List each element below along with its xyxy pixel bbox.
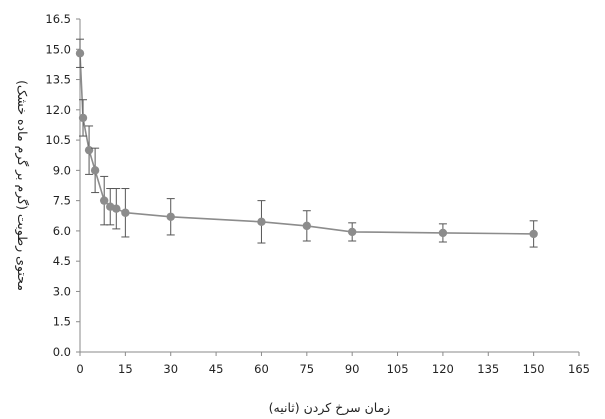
x-tick-label: 120: [432, 362, 454, 376]
y-tick-label: 16.5: [45, 12, 71, 26]
y-tick-label: 12.0: [45, 103, 71, 117]
data-point: [529, 229, 538, 239]
series-group: [75, 38, 538, 248]
data-point: [166, 212, 175, 221]
y-tick-label: 10.5: [45, 133, 71, 147]
y-tick-label: 1.5: [53, 315, 71, 329]
x-tick-label: 135: [477, 362, 499, 376]
x-tick-label: 165: [568, 362, 590, 376]
axes: [76, 18, 580, 356]
y-tick-label: 13.5: [45, 73, 71, 87]
data-point: [438, 228, 448, 238]
data-point: [90, 166, 100, 175]
data-point: [121, 208, 130, 217]
x-axis-title: زمان سرخ کردن (ثانیه): [269, 400, 391, 416]
y-tick-label: 7.5: [53, 194, 71, 208]
y-tick-label: 9.0: [53, 163, 71, 177]
y-tick-label: 6.0: [53, 224, 71, 238]
x-tick-label: 75: [299, 362, 314, 376]
y-tick-label: 4.5: [53, 254, 71, 268]
tick-labels: 0.0 1.5 3.0 4.5 6.0 7.5 9.0 10.5 12.0 13.5 15.0 16.…: [45, 12, 590, 376]
data-point: [347, 227, 357, 237]
data-point: [302, 221, 312, 231]
x-tick-label: 105: [387, 362, 409, 376]
y-tick-label: 15.0: [45, 42, 71, 56]
x-tick-label: 60: [254, 362, 269, 376]
x-tick-label: 0: [76, 362, 83, 376]
x-tick-label: 30: [163, 362, 178, 376]
data-point: [84, 145, 94, 155]
x-tick-label: 15: [118, 362, 133, 376]
data-point: [78, 113, 88, 123]
data-point: [112, 204, 121, 213]
x-tick-label: 45: [209, 362, 224, 376]
data-point: [99, 196, 109, 205]
data-point: [75, 49, 85, 58]
series-line: [79, 53, 534, 235]
y-axis-title: محتوی رطوبت (گرم بر گرم ماده خشک): [14, 80, 30, 291]
x-tick-label: 90: [345, 362, 360, 376]
data-point: [257, 217, 266, 227]
x-tick-label: 150: [523, 362, 545, 376]
y-tick-label: 0.0: [53, 345, 71, 359]
y-tick-label: 3.0: [53, 284, 71, 298]
